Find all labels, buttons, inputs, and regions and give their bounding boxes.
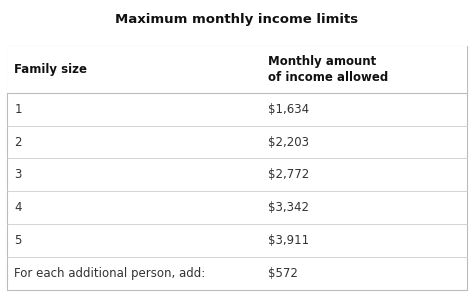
Bar	[7, 46, 467, 93]
Text: 4: 4	[14, 201, 22, 214]
Bar	[7, 46, 467, 290]
Text: $1,634: $1,634	[268, 103, 309, 116]
Text: $3,342: $3,342	[268, 201, 309, 214]
Text: Maximum monthly income limits: Maximum monthly income limits	[116, 13, 358, 26]
Text: 5: 5	[14, 234, 22, 247]
Text: $2,203: $2,203	[268, 135, 309, 149]
Text: 2: 2	[14, 135, 22, 149]
Text: For each additional person, add:: For each additional person, add:	[14, 267, 205, 280]
Text: 3: 3	[14, 168, 22, 181]
Text: $3,911: $3,911	[268, 234, 309, 247]
Text: 1: 1	[14, 103, 22, 116]
Text: Monthly amount
of income allowed: Monthly amount of income allowed	[268, 55, 388, 84]
Text: $2,772: $2,772	[268, 168, 309, 181]
Text: $572: $572	[268, 267, 298, 280]
Text: Family size: Family size	[14, 63, 87, 76]
